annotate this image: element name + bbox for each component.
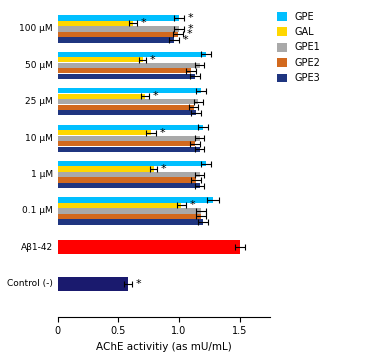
Bar: [58, 177, 196, 183]
Bar: [58, 88, 201, 93]
Bar: [58, 141, 195, 146]
Text: *: *: [150, 55, 156, 65]
Bar: [58, 130, 151, 135]
Bar: [58, 125, 203, 130]
Bar: [58, 136, 200, 141]
X-axis label: AChE activitiy (as mU/mL): AChE activitiy (as mU/mL): [96, 342, 232, 352]
Bar: [58, 219, 203, 225]
Bar: [58, 63, 200, 68]
Text: *: *: [188, 13, 193, 23]
Text: *: *: [190, 200, 195, 210]
Bar: [58, 52, 206, 57]
Bar: [58, 26, 179, 32]
Bar: [58, 15, 179, 20]
Bar: [58, 241, 240, 254]
Bar: [58, 172, 200, 177]
Bar: [58, 94, 145, 99]
Bar: [58, 208, 201, 214]
Bar: [58, 57, 142, 62]
Text: *: *: [140, 18, 146, 28]
Bar: [58, 105, 194, 110]
Text: *: *: [183, 35, 188, 45]
Text: *: *: [160, 128, 165, 137]
Bar: [58, 146, 200, 152]
Text: *: *: [186, 29, 192, 39]
Bar: [58, 68, 191, 74]
Bar: [58, 37, 174, 43]
Bar: [58, 214, 201, 219]
Bar: [58, 197, 213, 202]
Legend: GPE, GAL, GPE1, GPE2, GPE3: GPE, GAL, GPE1, GPE2, GPE3: [277, 12, 320, 83]
Text: *: *: [135, 279, 141, 289]
Text: *: *: [152, 91, 158, 101]
Bar: [58, 183, 200, 188]
Bar: [58, 277, 128, 291]
Bar: [58, 21, 133, 26]
Bar: [58, 167, 153, 172]
Bar: [58, 74, 195, 79]
Bar: [58, 32, 178, 37]
Bar: [58, 203, 182, 208]
Bar: [58, 161, 206, 166]
Bar: [58, 110, 196, 115]
Bar: [58, 99, 198, 104]
Text: *: *: [188, 24, 193, 34]
Text: *: *: [161, 164, 166, 174]
